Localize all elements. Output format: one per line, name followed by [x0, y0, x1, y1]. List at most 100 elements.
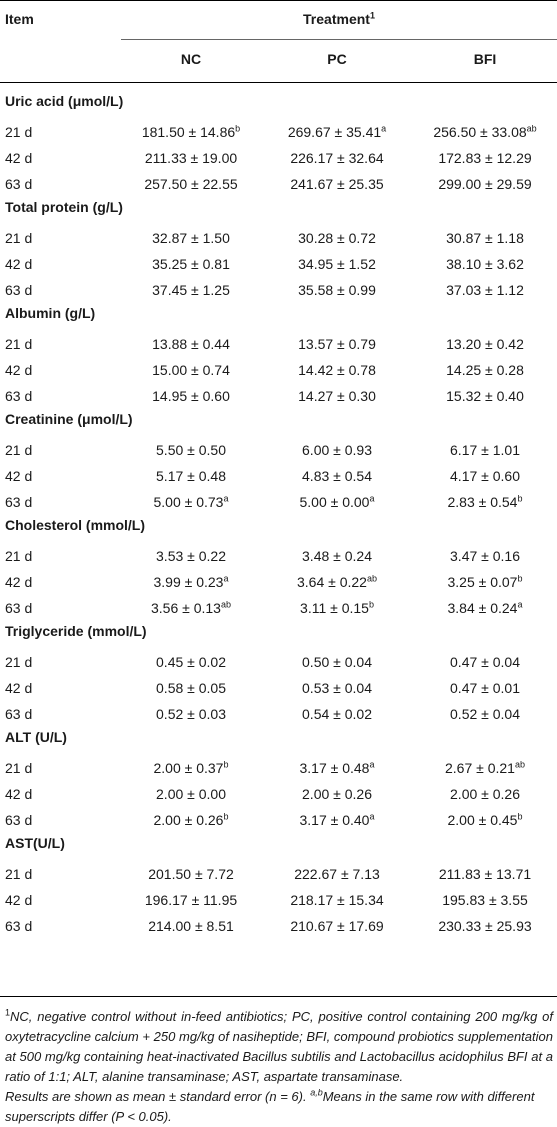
header-item: Item: [5, 11, 34, 27]
cell-value: 0.47 ± 0.04: [450, 654, 520, 670]
cell-superscript: b: [368, 599, 374, 610]
table-cell: 14.27 ± 0.30: [262, 388, 412, 404]
treatment-underline: [121, 39, 557, 40]
footnote-results: Results are shown as mean ± standard err…: [5, 1087, 553, 1127]
cell-value: 0.53 ± 0.04: [302, 680, 372, 696]
cell-value: 6.17 ± 1.01: [450, 442, 520, 458]
table-cell: 0.47 ± 0.01: [415, 680, 555, 696]
table-cell: 195.83 ± 3.55: [415, 892, 555, 908]
table-cell: 3.99 ± 0.23a: [121, 574, 261, 590]
cell-superscript: b: [223, 759, 229, 770]
cell-value: 0.52 ± 0.04: [450, 706, 520, 722]
row-label: 63 d: [5, 282, 33, 298]
cell-value: 3.17 ± 0.48: [299, 760, 370, 776]
table-cell: 211.33 ± 19.00: [121, 150, 261, 166]
cell-value: 35.58 ± 0.99: [298, 282, 376, 298]
cell-value: 3.48 ± 0.24: [302, 548, 372, 564]
footnote-abbreviations: 1NC, negative control without in-feed an…: [5, 1007, 553, 1087]
cell-superscript: ab: [220, 599, 231, 610]
cell-value: 14.42 ± 0.78: [298, 362, 376, 378]
cell-superscript: b: [517, 811, 523, 822]
table-cell: 196.17 ± 11.95: [121, 892, 261, 908]
table-cell: 0.58 ± 0.05: [121, 680, 261, 696]
table-cell: 34.95 ± 1.52: [262, 256, 412, 272]
cell-value: 13.20 ± 0.42: [446, 336, 524, 352]
cell-value: 3.56 ± 0.13: [151, 600, 221, 616]
table-cell: 3.17 ± 0.40a: [262, 812, 412, 828]
cell-value: 2.00 ± 0.37: [153, 760, 224, 776]
table-cell: 3.25 ± 0.07b: [415, 574, 555, 590]
cell-value: 211.33 ± 19.00: [144, 150, 238, 166]
cell-value: 5.00 ± 0.73: [153, 494, 224, 510]
row-label: 42 d: [5, 362, 33, 378]
cell-value: 4.83 ± 0.54: [302, 468, 372, 484]
table-cell: 0.45 ± 0.02: [121, 654, 261, 670]
table-cell: 2.00 ± 0.26b: [121, 812, 261, 828]
cell-value: 210.67 ± 17.69: [290, 918, 384, 934]
table-cell: 13.57 ± 0.79: [262, 336, 412, 352]
table-cell: 13.88 ± 0.44: [121, 336, 261, 352]
row-label: 21 d: [5, 548, 33, 564]
table-cell: 32.87 ± 1.50: [121, 230, 261, 246]
cell-superscript: b: [223, 811, 229, 822]
table-cell: 0.47 ± 0.04: [415, 654, 555, 670]
table-cell: 210.67 ± 17.69: [262, 918, 412, 934]
table-cell: 6.00 ± 0.93: [262, 442, 412, 458]
cell-superscript: b: [235, 123, 241, 134]
table-cell: 211.83 ± 13.71: [415, 866, 555, 882]
cell-superscript: a: [381, 123, 387, 134]
cell-value: 257.50 ± 22.55: [144, 176, 238, 192]
cell-superscript: a: [369, 759, 375, 770]
cell-value: 34.95 ± 1.52: [298, 256, 376, 272]
table-cell: 226.17 ± 32.64: [262, 150, 412, 166]
section-title: ALT (U/L): [5, 729, 67, 745]
cell-superscript: ab: [526, 123, 537, 134]
section-title: Uric acid (μmol/L): [5, 93, 124, 109]
table-cell: 30.87 ± 1.18: [415, 230, 555, 246]
section-title: Albumin (g/L): [5, 305, 96, 321]
table-cell: 5.00 ± 0.00a: [262, 494, 412, 510]
cell-value: 3.47 ± 0.16: [450, 548, 520, 564]
table-cell: 2.00 ± 0.37b: [121, 760, 261, 776]
table-cell: 37.03 ± 1.12: [415, 282, 555, 298]
col-header-pc: PC: [327, 51, 347, 67]
table-cell: 201.50 ± 7.72: [121, 866, 261, 882]
row-label: 42 d: [5, 468, 33, 484]
table-cell: 3.53 ± 0.22: [121, 548, 261, 564]
cell-value: 0.52 ± 0.03: [156, 706, 226, 722]
cell-value: 3.11 ± 0.15: [300, 600, 369, 616]
table-cell: 14.95 ± 0.60: [121, 388, 261, 404]
table-cell: 257.50 ± 22.55: [121, 176, 261, 192]
cell-value: 4.17 ± 0.60: [450, 468, 520, 484]
cell-value: 299.00 ± 29.59: [438, 176, 532, 192]
cell-value: 172.83 ± 12.29: [438, 150, 532, 166]
cell-value: 2.00 ± 0.26: [302, 786, 372, 802]
cell-value: 230.33 ± 25.93: [438, 918, 532, 934]
section-title: AST(U/L): [5, 835, 65, 851]
table-cell: 0.53 ± 0.04: [262, 680, 412, 696]
row-label: 21 d: [5, 124, 33, 140]
cell-value: 5.17 ± 0.48: [156, 468, 226, 484]
row-label: 63 d: [5, 918, 33, 934]
table-cell: 3.47 ± 0.16: [415, 548, 555, 564]
cell-value: 30.28 ± 0.72: [298, 230, 376, 246]
cell-superscript: b: [517, 573, 523, 584]
cell-value: 256.50 ± 33.08: [433, 124, 527, 140]
cell-value: 211.83 ± 13.71: [438, 866, 532, 882]
footnote-results-sup: a,b: [310, 1087, 323, 1098]
table-cell: 181.50 ± 14.86b: [121, 124, 261, 140]
table-cell: 256.50 ± 33.08ab: [415, 124, 555, 140]
table-cell: 3.56 ± 0.13ab: [121, 600, 261, 616]
cell-value: 14.27 ± 0.30: [298, 388, 376, 404]
cell-superscript: a: [223, 573, 229, 584]
row-label: 42 d: [5, 150, 33, 166]
table-cell: 37.45 ± 1.25: [121, 282, 261, 298]
table-cell: 3.64 ± 0.22ab: [262, 574, 412, 590]
row-label: 21 d: [5, 442, 33, 458]
cell-value: 3.99 ± 0.23: [153, 574, 224, 590]
row-label: 42 d: [5, 574, 33, 590]
cell-value: 32.87 ± 1.50: [152, 230, 230, 246]
cell-value: 201.50 ± 7.72: [148, 866, 234, 882]
table-cell: 2.00 ± 0.00: [121, 786, 261, 802]
cell-value: 3.17 ± 0.40: [299, 812, 370, 828]
